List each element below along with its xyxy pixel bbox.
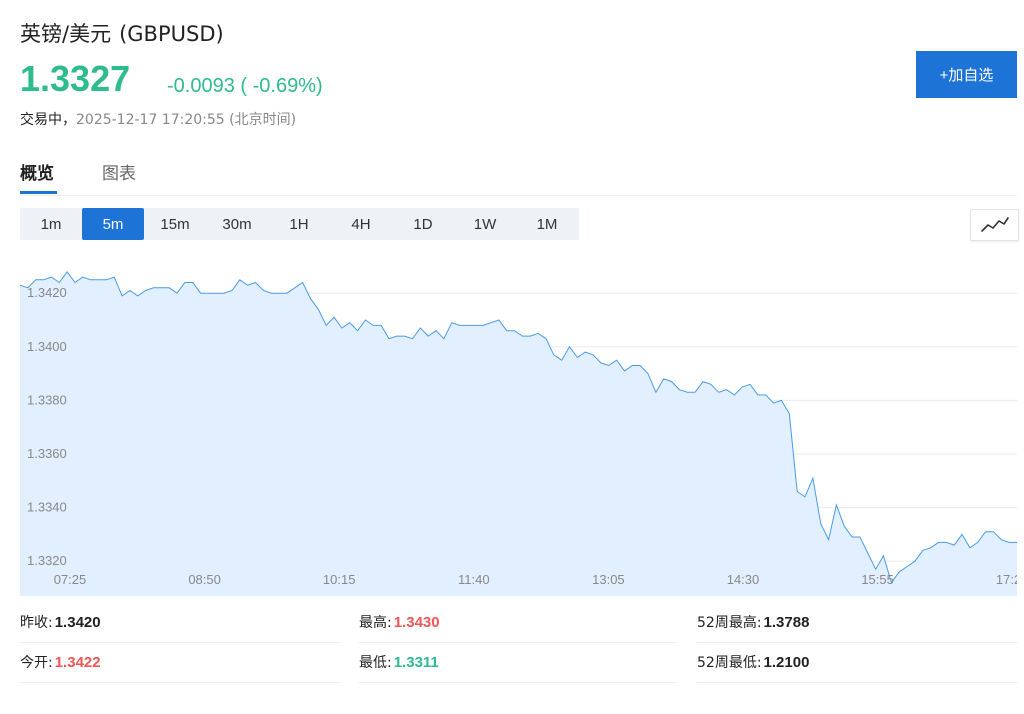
open-value: 1.3422	[54, 653, 101, 671]
trading-status: 交易中，2025-12-17 17:20:55 (北京时间)	[20, 109, 296, 129]
stat-prev-close: 昨收: 1.3420	[20, 602, 340, 643]
interval-selector: 1m 5m 15m 30m 1H 4H 1D 1W 1M	[20, 208, 579, 240]
x-tick-label: 11:40	[458, 572, 490, 587]
interval-1w[interactable]: 1W	[473, 215, 497, 233]
tab-chart[interactable]: 图表	[102, 164, 136, 184]
y-tick-label: 1.3320	[27, 553, 67, 568]
x-tick-label: 14:30	[727, 572, 760, 587]
x-tick-label: 15:55	[861, 572, 894, 587]
active-tab-indicator	[20, 191, 57, 194]
high-value: 1.3430	[393, 613, 440, 631]
current-price: 1.3327	[20, 58, 131, 99]
interval-15m[interactable]: 15m	[160, 215, 190, 233]
price-change: -0.0093 ( -0.69%)	[167, 75, 323, 98]
status-timestamp: 2025-12-17 17:20:55	[76, 112, 225, 128]
interval-1h[interactable]: 1H	[289, 215, 309, 233]
status-text: 交易中，	[20, 112, 76, 128]
x-tick-label: 13:05	[592, 572, 625, 587]
price-chart-svg: 1.3420 1.3400 1.3380 1.3360 1.3340 1.3320 07:…	[20, 270, 1017, 596]
low-value: 1.3311	[393, 653, 439, 671]
stat-52w-low: 52周最低: 1.2100	[697, 642, 1017, 683]
stat-low: 最低: 1.3311	[359, 642, 677, 683]
tab-overview[interactable]: 概览	[20, 164, 54, 184]
x-tick-label: 07:25	[54, 572, 87, 587]
x-tick-label: 17:20	[996, 572, 1017, 587]
y-tick-label: 1.3420	[27, 285, 67, 300]
y-tick-label: 1.3380	[27, 392, 67, 407]
open-label: 今开:	[20, 655, 53, 671]
interval-1mo[interactable]: 1M	[536, 215, 558, 233]
add-to-watchlist-button[interactable]: +加自选	[916, 51, 1017, 98]
status-timezone: (北京时间)	[229, 112, 297, 128]
change-value: -0.0093	[167, 75, 235, 97]
week52-low-label: 52周最低:	[697, 655, 762, 671]
line-chart-icon	[981, 217, 1009, 232]
stat-52w-high: 52周最高: 1.3788	[697, 602, 1017, 643]
change-percent: ( -0.69%)	[240, 75, 323, 97]
price-area	[20, 271, 1017, 596]
stat-open: 今开: 1.3422	[20, 642, 340, 683]
instrument-symbol: (GBPUSD)	[119, 22, 224, 46]
week52-high-value: 1.3788	[763, 613, 810, 631]
price-chart[interactable]: 1.3420 1.3400 1.3380 1.3360 1.3340 1.3320 07:…	[20, 253, 1017, 596]
tab-bar: 概览 图表	[20, 155, 1017, 196]
price-line	[20, 270, 1017, 584]
x-tick-label: 10:15	[323, 572, 356, 587]
interval-1d[interactable]: 1D	[413, 215, 433, 233]
stat-high: 最高: 1.3430	[359, 602, 677, 643]
prev-close-label: 昨收:	[20, 615, 53, 631]
y-tick-label: 1.3360	[27, 446, 67, 461]
high-label: 最高:	[359, 615, 392, 631]
week52-high-label: 52周最高:	[697, 615, 762, 631]
interval-1m[interactable]: 1m	[40, 215, 62, 233]
low-label: 最低:	[359, 655, 392, 671]
instrument-title: 英镑/美元 (GBPUSD)	[20, 18, 224, 48]
week52-low-value: 1.2100	[763, 653, 810, 671]
chart-type-button[interactable]	[970, 209, 1019, 241]
interval-30m[interactable]: 30m	[222, 215, 252, 233]
interval-5m[interactable]: 5m	[82, 208, 144, 240]
x-tick-label: 08:50	[188, 572, 221, 587]
y-tick-label: 1.3340	[27, 500, 67, 515]
instrument-name: 英镑/美元	[20, 22, 112, 46]
y-tick-label: 1.3400	[27, 339, 67, 354]
prev-close-value: 1.3420	[54, 613, 101, 631]
interval-4h[interactable]: 4H	[351, 215, 371, 233]
